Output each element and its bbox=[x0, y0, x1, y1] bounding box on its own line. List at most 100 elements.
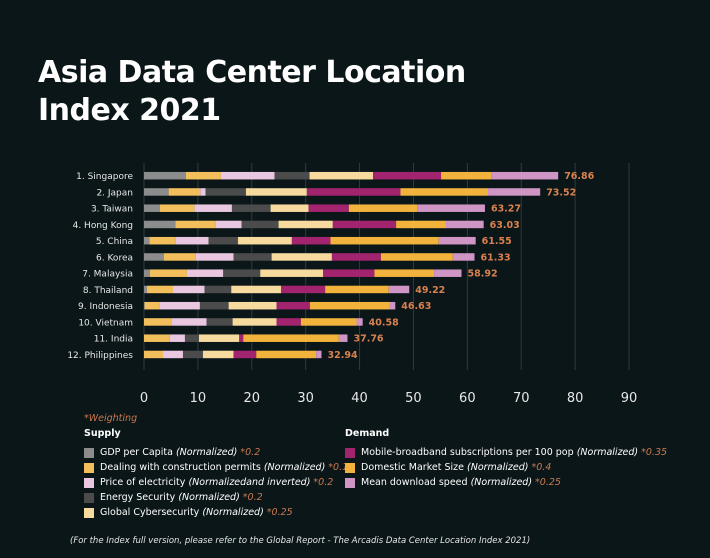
legend-note: (Normalized) bbox=[178, 492, 240, 503]
bar-segment bbox=[202, 350, 234, 359]
weighting-note: *Weighting bbox=[84, 413, 138, 424]
x-tick-label: 60 bbox=[459, 391, 476, 406]
bar-segment bbox=[194, 204, 232, 212]
bar-segment bbox=[144, 334, 170, 342]
bar-segment bbox=[348, 204, 418, 212]
legend-swatch bbox=[345, 447, 355, 458]
bar-segment bbox=[325, 285, 389, 294]
bar-segment bbox=[400, 188, 489, 196]
page-title: Asia Data Center Location Index 2021 bbox=[38, 54, 466, 130]
legend-swatch bbox=[84, 477, 94, 488]
legend-item: Mean download speed (Normalized) *0.25 bbox=[345, 475, 667, 490]
legend-swatch bbox=[84, 447, 94, 458]
x-tick-label: 10 bbox=[190, 391, 207, 406]
bar-segment bbox=[396, 220, 447, 229]
bar-segment bbox=[373, 171, 442, 180]
legend-note: (Normalizedand inverted) bbox=[188, 477, 311, 488]
legend-label: GDP per Capita bbox=[100, 447, 173, 458]
legend-note: (Normalized) bbox=[467, 462, 529, 473]
legend-note: (Normalized) bbox=[202, 507, 264, 518]
bar-segment bbox=[374, 269, 435, 277]
bar-segment bbox=[309, 301, 390, 310]
bar-segment bbox=[162, 350, 183, 359]
bar-segment bbox=[239, 334, 244, 342]
x-tick-label: 30 bbox=[297, 391, 314, 406]
title-line-2: Index 2021 bbox=[38, 93, 221, 128]
bar-segment bbox=[452, 253, 475, 261]
bar-segment bbox=[184, 334, 199, 342]
bar-segment bbox=[332, 220, 397, 229]
legend-weight: *0.2 bbox=[240, 447, 261, 458]
legend-item: Dealing with construction permits (Norma… bbox=[84, 460, 354, 475]
category-label: 6. Korea bbox=[96, 253, 133, 263]
legend-weight: *0.35 bbox=[641, 447, 668, 458]
category-label: 10. Vietnam bbox=[78, 318, 133, 328]
legend-weight: *0.25 bbox=[535, 477, 561, 488]
bar-segment bbox=[300, 318, 357, 326]
legend-swatch bbox=[84, 462, 94, 473]
bar-segment bbox=[276, 318, 301, 326]
legend-supply: Supply GDP per Capita (Normalized) *0.2 De… bbox=[84, 428, 354, 520]
total-label: 37.76 bbox=[353, 334, 383, 345]
bar-segment bbox=[163, 253, 196, 261]
legend-swatch bbox=[84, 492, 94, 503]
total-label: 63.03 bbox=[490, 220, 520, 231]
legend-swatch bbox=[345, 462, 355, 473]
bar-segment bbox=[231, 285, 282, 294]
x-tick-label: 40 bbox=[351, 391, 368, 406]
category-label: 8. Thailand bbox=[83, 286, 133, 296]
legend-weight: *0.4 bbox=[531, 462, 552, 473]
legend-weight: *0.2 bbox=[313, 477, 334, 488]
bar-segment bbox=[441, 171, 492, 180]
total-label: 63.27 bbox=[491, 204, 521, 215]
legend-label: Price of electricity bbox=[100, 477, 186, 488]
bar-segment bbox=[330, 236, 439, 245]
footnote: (For the Index full version, please refe… bbox=[70, 536, 531, 546]
x-tick-label: 70 bbox=[513, 391, 530, 406]
bar-segment bbox=[389, 301, 396, 310]
total-label: 46.63 bbox=[401, 301, 431, 312]
bar-segment bbox=[228, 301, 277, 310]
bar-segment bbox=[144, 204, 161, 212]
bar-segment bbox=[220, 171, 275, 180]
bar-segment bbox=[316, 350, 322, 359]
category-label: 1. Singapore bbox=[76, 172, 133, 182]
bar-segment bbox=[144, 285, 148, 294]
category-label: 7. Malaysia bbox=[82, 270, 133, 280]
bar-segment bbox=[144, 301, 160, 310]
legend-item: Global Cybersecurity (Normalized) *0.25 bbox=[84, 505, 354, 520]
bar-segment bbox=[237, 236, 292, 245]
legend-item: Domestic Market Size (Normalized) *0.4 bbox=[345, 460, 667, 475]
legend-label: Energy Security bbox=[100, 492, 176, 503]
bar-segment bbox=[270, 204, 309, 212]
bar-segment bbox=[245, 188, 307, 196]
bar-segment bbox=[168, 188, 201, 196]
total-label: 32.94 bbox=[328, 350, 358, 361]
bar-segment bbox=[231, 204, 271, 212]
bar-segment bbox=[488, 188, 541, 196]
bar-segment bbox=[206, 318, 233, 326]
bar-segment bbox=[271, 253, 332, 261]
bar-segment bbox=[169, 334, 185, 342]
legend-item: Mobile-broadband subscriptions per 100 p… bbox=[345, 445, 667, 460]
legend-item: GDP per Capita (Normalized) *0.2 bbox=[84, 445, 354, 460]
bar-segment bbox=[215, 220, 242, 229]
category-label: 5. China bbox=[96, 237, 133, 247]
bar-segment bbox=[159, 301, 200, 310]
bar-segment bbox=[331, 253, 381, 261]
bar-segment bbox=[208, 236, 238, 245]
title-line-1: Asia Data Center Location bbox=[38, 55, 466, 90]
bar-segment bbox=[199, 301, 229, 310]
bar-segment bbox=[144, 220, 176, 229]
category-label: 3. Taiwan bbox=[91, 205, 133, 215]
legend-note: (Normalized) bbox=[576, 447, 639, 458]
bar-segment bbox=[144, 269, 150, 277]
bar-segment bbox=[144, 171, 186, 180]
legend-note: (Normalized) bbox=[175, 447, 238, 458]
bar-segment bbox=[338, 334, 348, 342]
bar-segment bbox=[278, 220, 333, 229]
category-label: 11. India bbox=[94, 335, 133, 345]
x-tick-label: 80 bbox=[567, 391, 584, 406]
legend-note: (Normalized) bbox=[263, 462, 326, 473]
bar-segment bbox=[144, 188, 169, 196]
